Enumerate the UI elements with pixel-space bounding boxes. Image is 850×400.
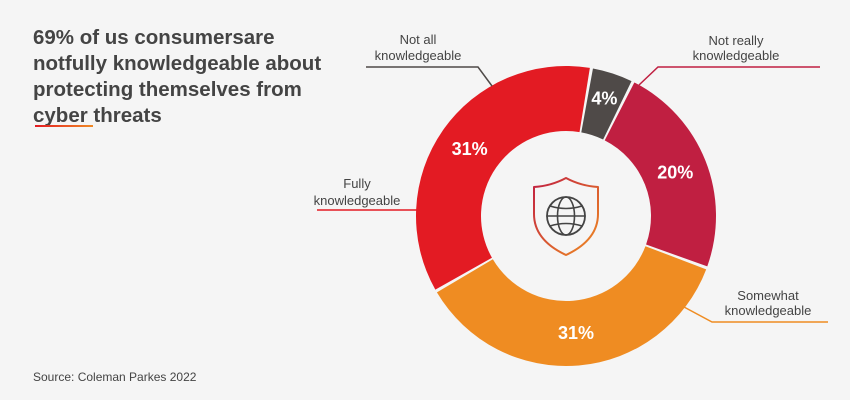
chart-title: 69% of us consumersare notfully knowledg… (33, 26, 322, 127)
slice-labels: 20%Not reallyknowledgeable31%Somewhatkno… (314, 32, 812, 343)
category-label-2-line-2: knowledgeable (725, 303, 812, 318)
value-label-4: 4% (591, 89, 617, 109)
slice-not-really-knowledgeable (604, 82, 717, 267)
value-label-2: 31% (558, 323, 594, 343)
slice-not-all-knowledgeable (581, 68, 632, 140)
slice-fully-knowledgeable (416, 65, 590, 290)
leader-line-4 (366, 66, 493, 87)
slice-somewhat-knowledgeable (436, 246, 707, 366)
title-underline (35, 125, 93, 127)
category-label-4-line-1: Not all (400, 32, 437, 47)
value-label-3: 31% (452, 139, 488, 159)
shield-globe-icon (533, 177, 599, 256)
source-note: Source: Coleman Parkes 2022 (33, 370, 197, 384)
category-label-2-line-1: Somewhat (737, 288, 799, 303)
category-label-4-line-2: knowledgeable (375, 48, 462, 63)
leader-lines (317, 66, 828, 323)
leader-line-1 (638, 66, 820, 86)
category-label-3-line-1: Fully (343, 176, 371, 191)
leader-line-2 (683, 306, 828, 323)
donut-slices (416, 65, 717, 366)
category-label-1-line-2: knowledgeable (693, 48, 780, 63)
value-label-1: 20% (657, 163, 693, 183)
category-label-3-line-2: knowledgeable (314, 193, 401, 208)
category-label-1-line-1: Not really (709, 33, 764, 48)
